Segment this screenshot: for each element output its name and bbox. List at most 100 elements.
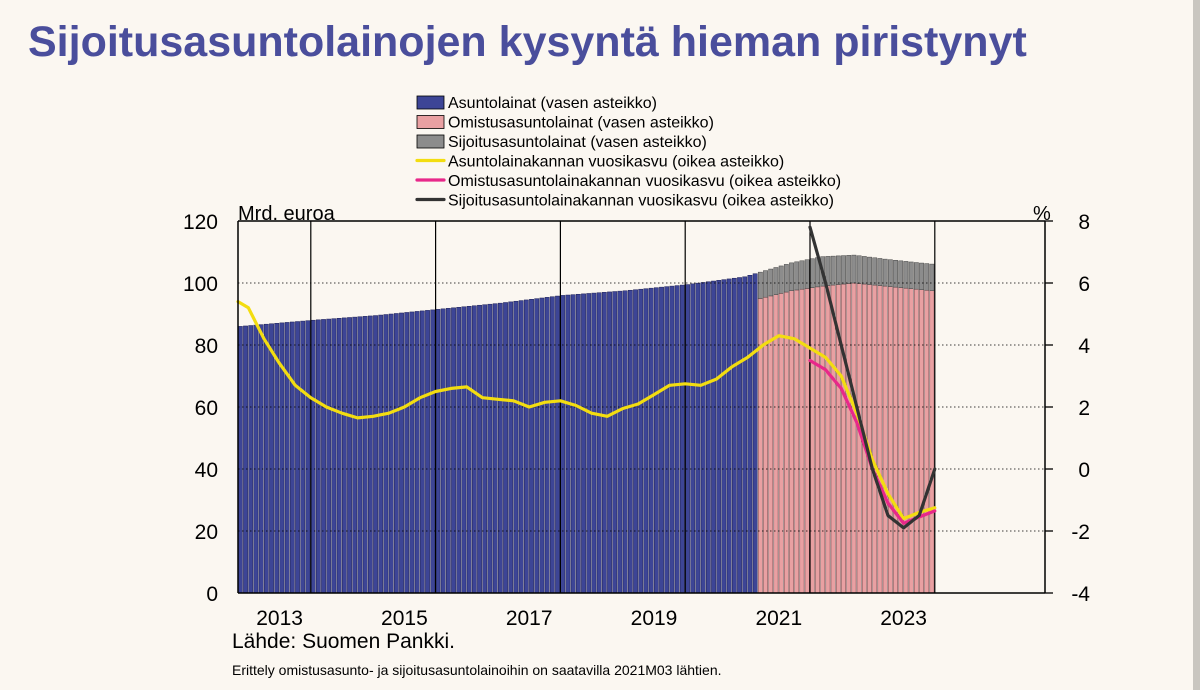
bar-asuntolainat: [284, 322, 290, 594]
bar-omistusasuntolainat: [799, 288, 805, 594]
window-edge: [1193, 0, 1200, 690]
x-tick-label: 2023: [880, 607, 927, 630]
bar-asuntolainat: [321, 319, 326, 594]
bar-omistusasuntolainat: [789, 290, 794, 594]
bar-omistusasuntolainat: [882, 285, 888, 594]
line-sijoitusasuntolainakannan-vuosikasvu: [808, 225, 937, 530]
bar-sijoitusasuntolainat: [846, 255, 852, 284]
bar-sijoitusasuntolainat: [903, 261, 909, 289]
bar-asuntolainat: [679, 284, 685, 594]
bar-asuntolainat: [237, 326, 243, 594]
bar-asuntolainat: [674, 285, 680, 594]
bar-asuntolainat: [388, 313, 394, 594]
bar-asuntolainat: [269, 323, 274, 594]
bar-asuntolainat: [705, 281, 711, 594]
bar-asuntolainat: [399, 312, 404, 594]
bar-sijoitusasuntolainat: [867, 256, 872, 285]
bar-asuntolainat: [295, 321, 300, 594]
bar-sijoitusasuntolainat: [851, 254, 857, 284]
bar-sijoitusasuntolainat: [763, 270, 768, 298]
bar-omistusasuntolainat: [887, 286, 893, 594]
left-tick-label: 60: [195, 397, 218, 420]
bar-asuntolainat: [575, 293, 581, 594]
x-tick-label: 2021: [755, 607, 802, 630]
left-tick-label: 40: [195, 459, 218, 482]
bar-sijoitusasuntolainat: [898, 260, 904, 288]
bar-asuntolainat: [508, 301, 514, 594]
bar-asuntolainat: [607, 291, 612, 594]
bar-asuntolainat: [617, 290, 623, 594]
bar-sijoitusasuntolainat: [825, 256, 831, 286]
bar-asuntolainat: [612, 291, 618, 594]
bar-sijoitusasuntolainat: [778, 265, 784, 294]
bar-omistusasuntolainat: [893, 286, 898, 594]
bar-omistusasuntolainat: [825, 285, 831, 594]
bar-sijoitusasuntolainat: [799, 260, 805, 290]
bar-asuntolainat: [487, 303, 493, 594]
left-tick-label: 100: [183, 273, 218, 296]
left-tick-label: 80: [195, 335, 218, 358]
right-tick-label: -4: [1071, 583, 1090, 606]
bar-sijoitusasuntolainat: [919, 262, 924, 290]
line-asuntolainakannan-vuosikasvu: [236, 300, 937, 521]
bar-sijoitusasuntolainat: [929, 263, 935, 291]
bar-omistusasuntolainat: [877, 285, 883, 594]
bar-omistusasuntolainat: [830, 284, 836, 594]
bar-asuntolainat: [742, 276, 748, 594]
x-tick-label: 2015: [381, 607, 428, 630]
bar-asuntolainat: [638, 288, 644, 594]
bar-asuntolainat: [539, 297, 545, 594]
bar-sijoitusasuntolainat: [768, 268, 774, 297]
bar-asuntolainat: [362, 316, 368, 594]
bar-asuntolainat: [544, 297, 550, 594]
legend-label: Omistusasuntolainakannan vuosikasvu (oik…: [448, 173, 841, 190]
bar-omistusasuntolainat: [908, 288, 914, 594]
bar-asuntolainat: [560, 295, 566, 594]
right-tick-label: 8: [1078, 211, 1090, 234]
bar-omistusasuntolainat: [919, 289, 924, 594]
bar-asuntolainat: [555, 295, 560, 594]
bar-asuntolainat: [404, 312, 410, 594]
bar-asuntolainat: [419, 310, 425, 594]
legend: Asuntolainat (vasen asteikko) Omistusasun…: [415, 95, 841, 210]
bar-sijoitusasuntolainat: [872, 257, 878, 286]
grid-lines: [238, 221, 1045, 593]
bar-sijoitusasuntolainat: [908, 261, 914, 289]
bar-sijoitusasuntolainat: [856, 255, 862, 284]
chart: 0 20 40 60 80 100 120 -4 -2 0 2 4 6 8 2013 2015 2017 2019…: [183, 95, 1090, 630]
bar-asuntolainat: [581, 293, 586, 594]
bar-asuntolainat: [248, 325, 254, 594]
bar-asuntolainat: [378, 314, 384, 594]
legend-label: Asuntolainakannan vuosikasvu (oikea aste…: [448, 154, 784, 171]
bar-asuntolainat: [341, 317, 347, 594]
bar-asuntolainat: [570, 294, 576, 594]
bar-sijoitusasuntolainat: [757, 271, 763, 299]
bar-sijoitusasuntolainat: [877, 258, 883, 286]
bar-asuntolainat: [523, 299, 529, 594]
bar-asuntolainat: [601, 292, 607, 594]
bar-asuntolainat: [690, 283, 696, 594]
bar-asuntolainat: [565, 294, 571, 594]
bar-omistusasuntolainat: [757, 298, 763, 594]
legend-swatch: [416, 115, 445, 129]
legend-label: Sijoitusasuntolainakannan vuosikasvu (oi…: [448, 193, 834, 210]
left-axis-label: Mrd. euroa: [238, 203, 336, 225]
bar-asuntolainat: [461, 306, 467, 594]
legend-label: Asuntolainat (vasen asteikko): [448, 95, 657, 112]
bar-asuntolainat: [591, 292, 597, 594]
bar-asuntolainat: [492, 303, 498, 594]
bar-asuntolainat: [737, 277, 742, 594]
bar-asuntolainat: [357, 316, 363, 594]
legend-swatch: [416, 134, 445, 149]
bar-sijoitusasuntolainat: [913, 262, 919, 290]
right-axis-label: %: [1033, 203, 1051, 225]
bar-asuntolainat: [685, 284, 690, 594]
bar-sijoitusasuntolainat: [835, 255, 841, 285]
bar-asuntolainat: [289, 321, 295, 594]
bar-asuntolainat: [633, 289, 638, 594]
bar-omistusasuntolainat: [778, 293, 784, 594]
bar-omistusasuntolainat: [913, 288, 919, 594]
bar-asuntolainat: [315, 319, 321, 594]
bar-omistusasuntolainat: [898, 287, 904, 594]
bar-sijoitusasuntolainat: [841, 255, 846, 285]
